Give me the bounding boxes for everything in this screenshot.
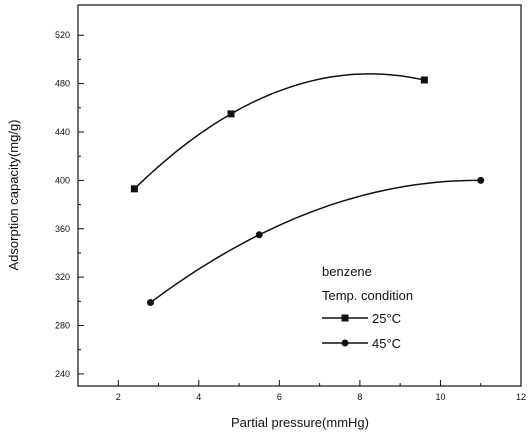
legend-label-25c: 25°C: [372, 311, 401, 326]
legend-marker-25c: [341, 314, 349, 322]
series-45c-point: [255, 231, 263, 239]
legend: benzene Temp. condition 25°C 45°C: [322, 264, 413, 351]
legend-marker-45c: [341, 339, 349, 347]
y-tick-label: 400: [55, 175, 70, 185]
x-tick-label: 12: [516, 392, 526, 402]
x-tick-label: 2: [116, 392, 121, 402]
legend-entries: 25°C 45°C: [322, 311, 401, 351]
series-25c-point: [227, 110, 235, 118]
x-axis-title: Partial pressure(mmHg): [231, 415, 369, 430]
y-tick-label: 440: [55, 127, 70, 137]
series-45c-line: [150, 179, 481, 304]
x-tick-label: 8: [357, 392, 362, 402]
y-axis-ticks: 240 280 320 360 400 440 480 520: [55, 30, 84, 379]
series-layer: [130, 73, 485, 307]
legend-title-line-1: benzene: [322, 264, 372, 279]
y-tick-label: 360: [55, 224, 70, 234]
series-45c-point: [146, 299, 154, 307]
series-45c-point: [477, 176, 485, 184]
x-tick-label: 6: [277, 392, 282, 402]
x-axis-ticks: 2 4 6 8 10 12: [116, 380, 526, 402]
series-25c-point: [130, 185, 138, 193]
y-axis-title: Adsorption capacity(mg/g): [6, 119, 21, 270]
y-tick-label: 520: [55, 30, 70, 40]
x-tick-label: 10: [435, 392, 445, 402]
legend-title-line-2: Temp. condition: [322, 288, 413, 303]
y-tick-label: 320: [55, 272, 70, 282]
plot-frame: [77, 4, 522, 387]
y-tick-label: 240: [55, 369, 70, 379]
y-tick-label: 480: [55, 79, 70, 89]
x-tick-label: 4: [196, 392, 201, 402]
y-tick-label: 280: [55, 321, 70, 331]
series-25c-point: [420, 76, 428, 84]
series-25c-line: [133, 73, 425, 190]
legend-label-45c: 45°C: [372, 336, 401, 351]
